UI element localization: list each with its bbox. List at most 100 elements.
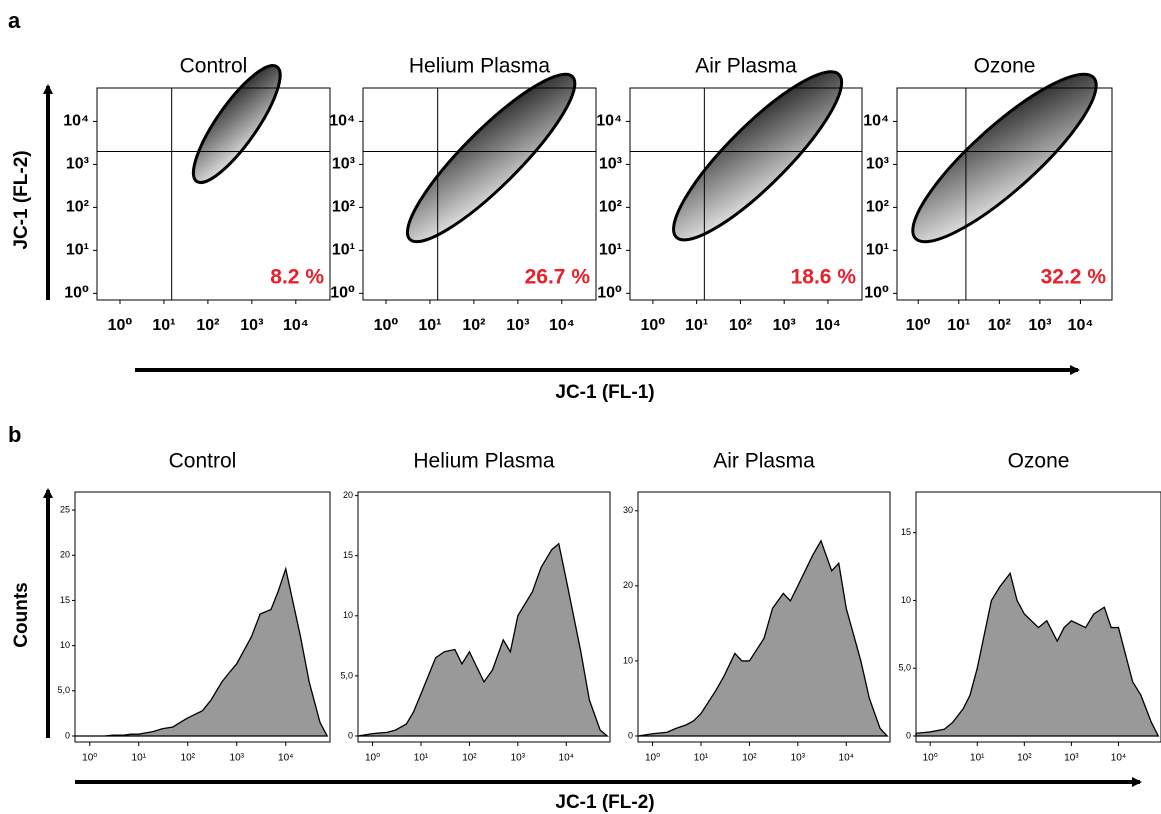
x-tick-label: 10²	[462, 753, 477, 764]
y-tick-label: 10⁰	[330, 285, 355, 302]
x-tick-label: 10¹	[685, 317, 708, 334]
chart-title: Ozone	[974, 55, 1036, 78]
plot-frame	[629, 87, 863, 301]
x-tick-label: 10⁴	[1068, 317, 1094, 334]
x-tick-label: 10³	[791, 753, 806, 764]
y-tick-label: 10¹	[332, 242, 355, 259]
x-tick-label: 10⁴	[278, 753, 293, 764]
x-tick-label: 10³	[511, 753, 526, 764]
x-tick-label: 10⁴	[559, 753, 574, 764]
y-tick-label: 10	[901, 595, 911, 605]
chart-title: Control	[180, 55, 248, 78]
chart-title: Ozone	[1008, 450, 1070, 473]
x-tick-label: 10¹	[152, 317, 175, 334]
chart-title: Helium Plasma	[413, 450, 555, 473]
y-tick-label: 10³	[332, 156, 355, 173]
plot-frame	[362, 87, 597, 301]
y-tick-label: 20	[623, 580, 633, 590]
quadrant-percentage: 32.2 %	[1041, 266, 1107, 289]
y-tick-label: 10²	[866, 199, 889, 216]
x-tick-label: 10¹	[970, 753, 985, 764]
plot-frame	[96, 87, 331, 301]
y-tick-label: 10⁰	[864, 285, 889, 302]
x-tick-label: 10²	[181, 753, 196, 764]
y-tick-label: 10⁰	[64, 285, 89, 302]
x-tick-label: 10⁰	[645, 753, 660, 764]
x-tick-label: 10³	[230, 753, 245, 764]
histogram-area	[357, 542, 609, 737]
x-tick-label: 10¹	[132, 753, 147, 764]
density-contour	[672, 70, 844, 242]
chart-title: Air Plasma	[695, 55, 797, 78]
y-tick-label: 15	[901, 527, 911, 537]
y-tick-label: 10⁴	[596, 113, 622, 130]
y-tick-label: 10	[623, 655, 633, 665]
y-tick-label: 10³	[866, 156, 889, 173]
x-tick-label: 10²	[462, 317, 485, 334]
x-tick-label: 10⁰	[906, 317, 931, 334]
x-tick-label: 10³	[240, 317, 263, 334]
y-tick-label: 5,0	[340, 670, 353, 680]
y-tick-label: 30	[623, 505, 633, 515]
x-tick-label: 10³	[1064, 753, 1079, 764]
x-tick-label: 10⁴	[283, 317, 309, 334]
x-tick-label: 10⁴	[815, 317, 841, 334]
y-tick-label: 10²	[599, 199, 622, 216]
x-tick-label: 10⁰	[108, 317, 133, 334]
histogram-area	[915, 571, 1160, 737]
x-axis-label: JC-1 (FL-1)	[555, 382, 654, 403]
x-tick-label: 10²	[196, 317, 219, 334]
x-tick-label: 10³	[773, 317, 796, 334]
y-tick-label: 10²	[66, 199, 89, 216]
x-tick-label: 10⁴	[1111, 753, 1126, 764]
y-tick-label: 10³	[66, 156, 89, 173]
y-tick-label: 10⁰	[597, 285, 622, 302]
plot-frame	[915, 491, 1161, 743]
y-tick-label: 5,0	[898, 663, 911, 673]
y-tick-label: 10³	[599, 156, 622, 173]
y-tick-label: 10¹	[866, 242, 889, 259]
y-tick-label: 0	[348, 730, 353, 740]
x-tick-label: 10¹	[418, 317, 441, 334]
y-tick-label: 0	[906, 730, 911, 740]
y-tick-label: 10⁴	[329, 113, 355, 130]
x-tick-label: 10⁴	[549, 317, 575, 334]
y-tick-label: 10¹	[599, 242, 622, 259]
panel-label: a	[8, 8, 21, 33]
y-tick-label: 10²	[332, 199, 355, 216]
plot-frame	[637, 491, 891, 743]
x-tick-label: 10⁰	[640, 317, 665, 334]
y-axis-label: JC-1 (FL-2)	[11, 150, 32, 249]
plot-frame	[896, 87, 1113, 301]
panel-label: b	[8, 422, 21, 447]
plot-frame	[74, 491, 331, 743]
plot-frame	[357, 491, 611, 743]
quadrant-percentage: 26.7 %	[525, 266, 591, 289]
x-tick-label: 10²	[1017, 753, 1032, 764]
y-tick-label: 10	[343, 610, 353, 620]
x-tick-label: 10⁰	[365, 753, 380, 764]
x-tick-label: 10³	[506, 317, 529, 334]
chart-title: Control	[169, 450, 237, 473]
y-tick-label: 20	[343, 490, 353, 500]
x-tick-label: 10²	[729, 317, 752, 334]
x-tick-label: 10¹	[414, 753, 429, 764]
y-tick-label: 15	[60, 595, 70, 605]
x-tick-label: 10²	[988, 317, 1011, 334]
x-tick-label: 10¹	[694, 753, 709, 764]
chart-title: Air Plasma	[713, 450, 815, 473]
y-tick-label: 5,0	[57, 685, 70, 695]
quadrant-percentage: 18.6 %	[791, 266, 857, 289]
x-tick-label: 10⁰	[374, 317, 399, 334]
x-tick-label: 10⁰	[923, 753, 938, 764]
density-contour	[405, 72, 577, 244]
y-tick-label: 15	[343, 550, 353, 560]
x-tick-label: 10¹	[947, 317, 970, 334]
y-tick-label: 0	[65, 730, 70, 740]
x-tick-label: 10⁰	[82, 753, 97, 764]
chart-title: Helium Plasma	[409, 55, 551, 78]
x-axis-label: JC-1 (FL-2)	[555, 792, 654, 813]
y-tick-label: 10	[60, 640, 70, 650]
y-tick-label: 10⁴	[863, 113, 889, 130]
